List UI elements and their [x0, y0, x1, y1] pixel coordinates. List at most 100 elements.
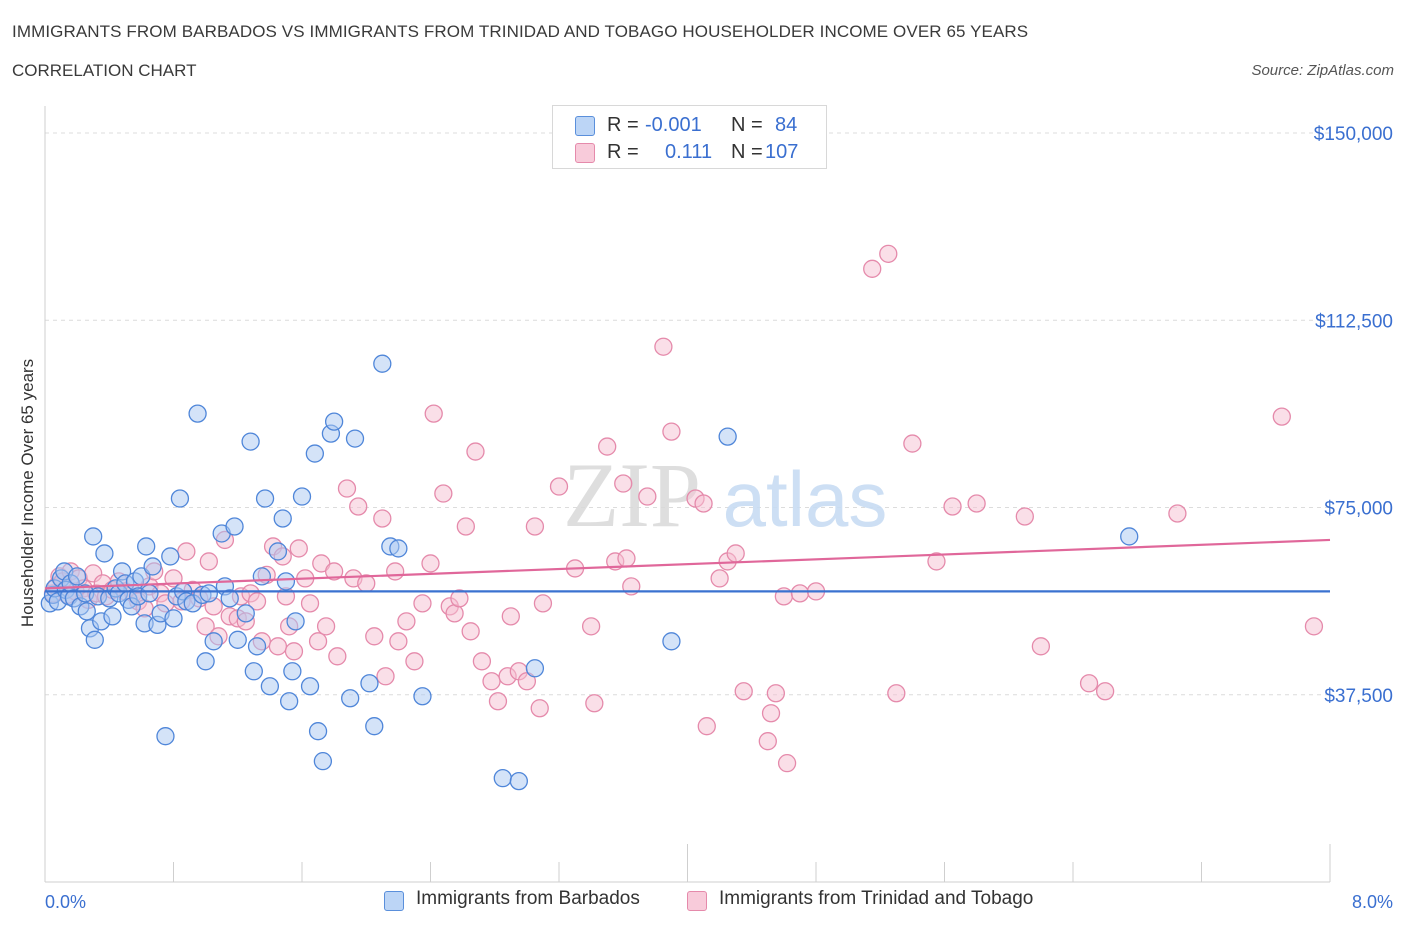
y-tick-labels: $37,500 $75,000 $112,500 $150,000 [1314, 124, 1393, 707]
r-value-trinidad: 0.111 [665, 141, 713, 163]
barbados-point-76 [345, 429, 365, 448]
barbados-point-64 [276, 572, 296, 591]
trinidad-point-47 [284, 642, 304, 661]
barbados-point-60 [255, 489, 275, 508]
barbados-point-57 [244, 662, 263, 681]
barbados-point-88 [1120, 527, 1139, 546]
barbados-point-85 [525, 659, 545, 678]
trinidad-point-73 [450, 589, 469, 608]
trinidad-point-30 [199, 552, 218, 571]
trinidad-point-84 [525, 517, 545, 536]
barbados-point-67 [286, 612, 305, 631]
trinidad-point-90 [585, 694, 604, 713]
trinidad-point-63 [386, 562, 405, 581]
trend-line-trinidad [44, 538, 1331, 590]
trinidad-point-105 [734, 682, 753, 701]
barbados-point-65 [279, 692, 299, 711]
barbados-swatch [384, 891, 404, 911]
n-label: N = [731, 114, 763, 136]
trinidad-point-81 [501, 607, 520, 626]
trinidad-point-50 [300, 594, 320, 613]
barbados-point-71 [308, 722, 328, 741]
barbados-point-52 [220, 589, 239, 608]
trinidad-point-79 [488, 692, 508, 711]
barbados-point-33 [140, 584, 159, 603]
trinidad-point-97 [654, 337, 673, 356]
y-tick-label-1: $75,000 [1324, 499, 1393, 520]
r-label: R = [607, 114, 639, 136]
barbados-point-66 [283, 662, 302, 681]
trinidad-point-68 [421, 554, 440, 573]
trinidad-point-98 [662, 422, 681, 441]
trinidad-point-119 [967, 494, 986, 513]
trinidad-point-85 [530, 699, 549, 718]
watermark-atlas: atlas [723, 455, 888, 543]
n-label: N = [731, 141, 763, 163]
trinidad-point-53 [316, 617, 336, 636]
barbados-point-56 [241, 432, 260, 451]
source-label: Source: ZipAtlas.com [1251, 62, 1394, 79]
n-value-barbados: 84 [775, 114, 798, 136]
axes [44, 106, 1331, 883]
trinidad-point-123 [1095, 682, 1115, 701]
trinidad-point-108 [766, 684, 785, 703]
trinidad-point-43 [268, 637, 288, 656]
trinidad-point-65 [397, 612, 416, 631]
barbados-point-86 [662, 632, 681, 651]
barbados-point-34 [143, 557, 162, 576]
trinidad-point-120 [1015, 507, 1034, 526]
trinidad-point-67 [413, 594, 432, 613]
trinidad-point-124 [1168, 504, 1187, 523]
barbados-point-16 [85, 630, 104, 649]
barbados-point-72 [313, 752, 333, 771]
barbados-point-59 [252, 567, 271, 586]
r-label: R = [607, 141, 639, 163]
trinidad-swatch [687, 891, 707, 911]
barbados-point-32 [137, 537, 156, 556]
barbados-point-48 [199, 584, 218, 603]
trinidad-point-83 [517, 672, 537, 691]
trinidad-point-122 [1079, 674, 1099, 693]
barbados-point-83 [493, 768, 512, 788]
trinidad-point-121 [1031, 637, 1051, 656]
trinidad-point-86 [533, 594, 553, 613]
barbados-point-39 [164, 609, 183, 628]
barbados-point-78 [365, 717, 384, 736]
y-tick-label-3: $150,000 [1314, 124, 1393, 145]
y-tick-label-0: $37,500 [1324, 686, 1393, 707]
trinidad-point-118 [943, 497, 962, 516]
x-tick-min: 0.0% [45, 892, 86, 912]
barbados-point-54 [228, 630, 247, 649]
barbados-point-69 [300, 677, 320, 696]
n-value-trinidad: 107 [765, 141, 799, 163]
trinidad-point-60 [365, 627, 384, 646]
barbados-point-49 [204, 632, 223, 651]
trinidad-point-76 [466, 442, 485, 461]
trinidad-point-64 [389, 632, 408, 651]
trinidad-point-111 [790, 584, 810, 603]
trinidad-point-70 [434, 484, 453, 503]
trinidad-swatch [575, 143, 595, 163]
barbados-point-82 [413, 687, 432, 706]
barbados-point-81 [389, 539, 408, 558]
barbados-point-55 [236, 604, 255, 623]
barbados-point-21 [103, 607, 122, 626]
trinidad-point-115 [887, 684, 906, 703]
barbados-point-68 [292, 487, 312, 506]
trinidad-point-77 [472, 652, 492, 671]
x-tick-max: 8.0% [1352, 892, 1393, 912]
trinidad-point-74 [456, 517, 475, 536]
trinidad-point-51 [308, 632, 328, 651]
trinidad-point-62 [376, 667, 395, 686]
barbados-point-47 [196, 652, 215, 671]
trinidad-point-107 [761, 704, 781, 723]
barbados-point-53 [225, 517, 244, 536]
barbados-point-41 [170, 489, 190, 508]
trinidad-point-61 [373, 509, 392, 528]
legend-label-trinidad: Immigrants from Trinidad and Tobago [719, 888, 1034, 909]
barbados-point-79 [373, 354, 392, 373]
trinidad-point-87 [549, 477, 569, 496]
trinidad-point-93 [614, 474, 633, 493]
trinidad-point-101 [697, 717, 716, 736]
